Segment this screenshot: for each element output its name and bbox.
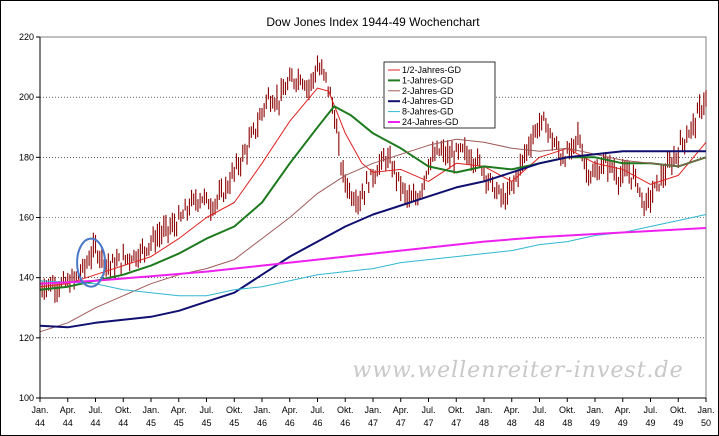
x-tick-label-year: 45	[201, 418, 211, 428]
x-tick-label-year: 44	[63, 418, 73, 428]
x-tick-label-year: 46	[312, 418, 322, 428]
series-line-1-jahres-gd	[39, 105, 707, 291]
series-line-4-jahres-gd	[39, 150, 706, 329]
y-tick-label: 120	[19, 333, 34, 343]
x-tick-label-year: 44	[90, 418, 100, 428]
x-tick-label-month: Apr.	[615, 405, 631, 415]
x-tick-label-year: 45	[229, 418, 239, 428]
x-tick-label-year: 45	[174, 418, 184, 428]
y-tick-label: 140	[19, 273, 34, 283]
x-tick-label-year: 44	[118, 418, 128, 428]
watermark-text: www.wellenreiter-invest.de	[352, 358, 683, 383]
legend-label: 1/2-Jahres-GD	[402, 65, 462, 75]
x-tick-label-year: 47	[451, 418, 461, 428]
x-tick-label-month: Jul.	[310, 405, 324, 415]
x-tick-label-year: 44	[35, 418, 45, 428]
y-tick-label: 160	[19, 213, 34, 223]
x-tick-label-month: Apr.	[504, 405, 520, 415]
x-tick-label-year: 50	[701, 418, 711, 428]
x-tick-label-year: 47	[423, 418, 433, 428]
chart-title: Dow Jones Index 1944-49 Wochenchart	[266, 15, 480, 29]
highlight-ellipse	[76, 237, 107, 288]
x-tick-label-month: Jul.	[532, 405, 546, 415]
x-tick-label-year: 47	[368, 418, 378, 428]
x-tick-label-month: Jul.	[643, 405, 657, 415]
x-tick-label-month: Okt.	[226, 405, 243, 415]
x-tick-label-month: Apr.	[393, 405, 409, 415]
x-tick-label-month: Okt.	[337, 405, 354, 415]
x-tick-label-month: Apr.	[171, 405, 187, 415]
legend-label: 2-Jahres-GD	[402, 86, 454, 96]
x-tick-label-year: 46	[285, 418, 295, 428]
x-tick-label-year: 49	[673, 418, 683, 428]
y-tick-label: 200	[19, 92, 34, 102]
x-tick-label-year: 48	[562, 418, 572, 428]
x-tick-label-year: 46	[257, 418, 267, 428]
legend-label: 1-Jahres-GD	[402, 75, 454, 85]
legend: 1/2-Jahres-GD1-Jahres-GD2-Jahres-GD4-Jah…	[383, 61, 496, 129]
price-bars	[39, 55, 707, 303]
x-tick-label-month: Okt.	[448, 405, 465, 415]
series-line-24-jahres-gd	[39, 227, 707, 285]
legend-label: 8-Jahres-GD	[402, 107, 454, 117]
x-tick-label-month: Jan.	[253, 405, 270, 415]
x-tick-label-month: Okt.	[559, 405, 576, 415]
x-tick-label-month: Okt.	[115, 405, 132, 415]
x-tick-label-month: Jul.	[199, 405, 213, 415]
x-tick-label-year: 45	[146, 418, 156, 428]
x-tick-label-year: 47	[396, 418, 406, 428]
x-tick-label-month: Jan.	[475, 405, 492, 415]
x-tick-label-year: 48	[507, 418, 517, 428]
legend-box	[383, 61, 496, 129]
x-tick-label-month: Jul.	[421, 405, 435, 415]
y-tick-label: 180	[19, 152, 34, 162]
x-tick-label-year: 49	[645, 418, 655, 428]
x-tick-label-year: 48	[479, 418, 489, 428]
axis-layer: 100 120 140 160 180 200 220 Jan. 44 Apr. 44 Jul. 44 O…	[19, 32, 715, 428]
x-tick-label-year: 48	[534, 418, 544, 428]
x-tick-label-month: Apr.	[60, 405, 76, 415]
x-tick-label-month: Jul.	[88, 405, 102, 415]
y-tick-label: 100	[19, 393, 34, 403]
x-tick-label-month: Jan.	[586, 405, 603, 415]
x-tick-label-year: 49	[618, 418, 628, 428]
legend-label: 4-Jahres-GD	[402, 96, 454, 106]
x-tick-label-month: Apr.	[282, 405, 298, 415]
series-line-8-jahres-gd	[39, 214, 707, 297]
x-tick-label-month: Jan.	[142, 405, 159, 415]
legend-label: 24-Jahres-GD	[402, 117, 459, 127]
series-layer	[39, 55, 707, 333]
x-tick-label-month: Jan.	[364, 405, 381, 415]
x-tick-label-year: 46	[340, 418, 350, 428]
x-tick-label-month: Okt.	[670, 405, 687, 415]
y-tick-label: 220	[19, 32, 34, 42]
x-tick-label-month: Jan.	[31, 405, 48, 415]
x-tick-label-month: Jan.	[697, 405, 714, 415]
x-tick-label-year: 49	[590, 418, 600, 428]
